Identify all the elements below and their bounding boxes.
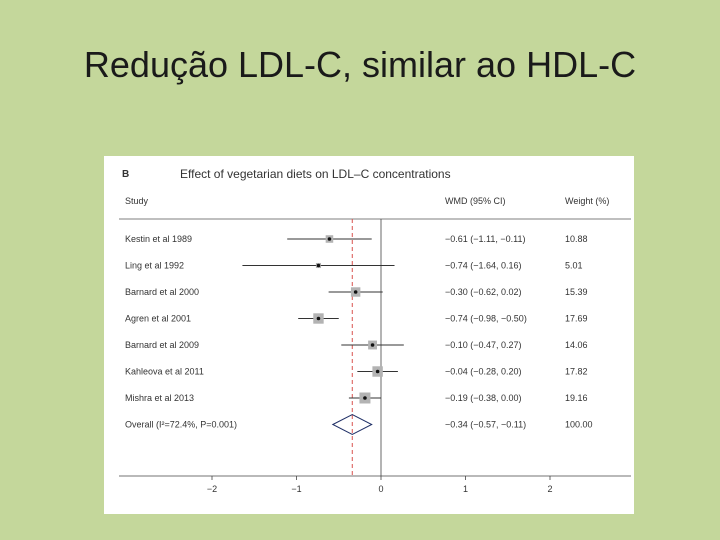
wmd-ci-value: −0.74 (−1.64, 0.16) — [445, 261, 522, 271]
point-estimate — [316, 316, 321, 321]
x-tick-label: −2 — [207, 484, 217, 494]
weight-value: 10.88 — [565, 234, 588, 244]
wmd-ci-value: −0.30 (−0.62, 0.02) — [445, 287, 522, 297]
chart-title: Effect of vegetarian diets on LDL–C conc… — [180, 167, 451, 181]
x-tick-label: 2 — [547, 484, 552, 494]
panel-label: B — [122, 169, 129, 180]
study-label: Barnard et al 2000 — [125, 287, 199, 297]
weight-value: 17.82 — [565, 367, 588, 377]
weight-value: 5.01 — [565, 261, 583, 271]
x-tick-label: −1 — [291, 484, 301, 494]
study-label: Agren et al 2001 — [125, 314, 191, 324]
plot-layer: Kestin et al 1989 −0.61 (−1.11, −0.11) 10.… — [119, 219, 631, 494]
point-estimate — [375, 369, 380, 374]
study-label: Ling et al 1992 — [125, 261, 184, 271]
point-estimate — [353, 290, 358, 294]
weight-value: 17.69 — [565, 314, 588, 324]
wmd-ci-value: −0.04 (−0.28, 0.20) — [445, 367, 522, 377]
overall-wmd-ci-value: −0.34 (−0.57, −0.11) — [445, 420, 526, 430]
wmd-ci-value: −0.10 (−0.47, 0.27) — [445, 340, 522, 350]
weight-value: 15.39 — [565, 287, 588, 297]
study-label: Kestin et al 1989 — [125, 234, 192, 244]
forest-plot: B Effect of vegetarian diets on LDL–C co… — [119, 167, 631, 494]
point-estimate — [316, 263, 321, 268]
study-label: Kahleova et al 2011 — [125, 367, 204, 377]
column-header-effect: WMD (95% CI) — [445, 196, 506, 206]
overall-label: Overall (I²=72.4%, P=0.001) — [125, 420, 237, 430]
point-estimate — [370, 343, 375, 347]
column-header-study: Study — [125, 196, 149, 206]
point-estimate — [327, 237, 332, 241]
weight-value: 19.16 — [565, 393, 588, 403]
wmd-ci-value: −0.61 (−1.11, −0.11) — [445, 234, 525, 244]
forest-plot-figure: B Effect of vegetarian diets on LDL–C co… — [104, 156, 634, 514]
slide-title: Redução LDL-C, similar ao HDL-C — [83, 44, 637, 85]
overall-weight-value: 100.00 — [565, 420, 593, 430]
weight-value: 14.06 — [565, 340, 588, 350]
x-tick-label: 0 — [378, 484, 383, 494]
wmd-ci-value: −0.74 (−0.98, −0.50) — [445, 314, 527, 324]
column-header-weight: Weight (%) — [565, 196, 609, 206]
overall-diamond — [331, 413, 373, 436]
wmd-ci-value: −0.19 (−0.38, 0.00) — [445, 393, 522, 403]
study-label: Mishra et al 2013 — [125, 393, 194, 403]
x-tick-label: 1 — [463, 484, 468, 494]
study-label: Barnard et al 2009 — [125, 340, 199, 350]
point-estimate — [363, 396, 367, 400]
